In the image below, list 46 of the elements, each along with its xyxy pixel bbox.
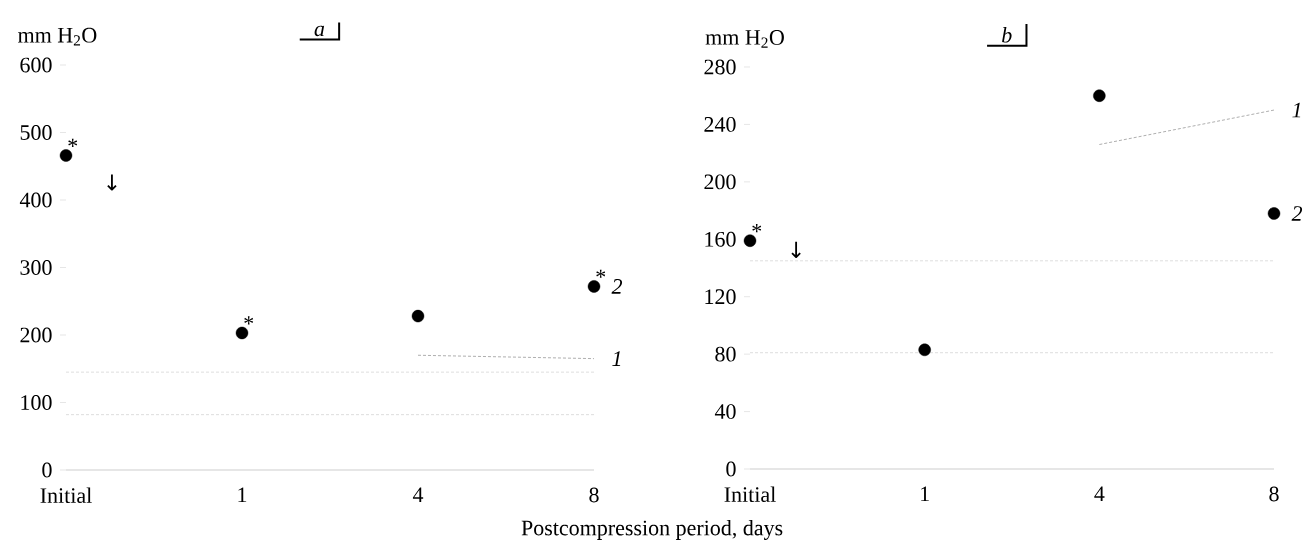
x-tick-label: Initial (40, 487, 92, 504)
x-tick-label: 4 (1094, 486, 1105, 502)
annotation: ↓ (791, 241, 801, 258)
y-tick-label: 80 (715, 346, 736, 362)
x-tick-label: Initial (724, 486, 776, 503)
chart-title: b (1002, 27, 1012, 43)
annotation: * (68, 138, 78, 147)
point (743, 234, 757, 247)
y-tick-label: 100 (21, 395, 52, 410)
point (411, 309, 425, 323)
y-tick-label: 160 (705, 231, 736, 247)
point (918, 343, 931, 357)
point (1093, 89, 1106, 102)
y-axis-title: mm H$_{2}$O (705, 30, 784, 48)
x-tick-label: 1 (238, 487, 247, 503)
point (587, 280, 601, 293)
chart-title: a (314, 25, 325, 37)
y-axis-title: mm H$_{2}$O (18, 27, 97, 46)
y-tick-label: 240 (704, 117, 736, 132)
point (1267, 207, 1281, 220)
x-tick-label: 8 (589, 487, 599, 503)
y-tick-label: 280 (704, 59, 736, 75)
series-label: 2 (611, 279, 623, 294)
x-tick-label: 4 (412, 487, 424, 503)
y-tick-label: 500 (20, 125, 52, 140)
y-tick-label: 400 (19, 192, 52, 208)
y-tick-label: 600 (20, 57, 52, 73)
x-axis-title: Postcompression period, days (521, 519, 783, 540)
series-label: 2 (1291, 206, 1303, 221)
annotation: * (596, 269, 606, 278)
y-tick-label: 300 (20, 260, 52, 275)
x-tick-label: 1 (921, 486, 929, 502)
point (235, 326, 249, 340)
series-label: 1 (1292, 102, 1301, 118)
y-tick-label: 120 (705, 289, 736, 305)
y-tick-label: 40 (714, 404, 736, 419)
annotation: * (244, 316, 254, 325)
annotation: * (752, 224, 762, 233)
series-label: 1 (612, 351, 621, 366)
annotation: ↓ (107, 174, 117, 191)
y-tick-label: 0 (726, 461, 736, 477)
y-tick-label: 200 (704, 174, 736, 190)
y-tick-label: 200 (20, 327, 52, 343)
x-tick-label: 8 (1269, 486, 1279, 502)
point (59, 149, 73, 162)
y-tick-label: 0 (42, 462, 52, 478)
